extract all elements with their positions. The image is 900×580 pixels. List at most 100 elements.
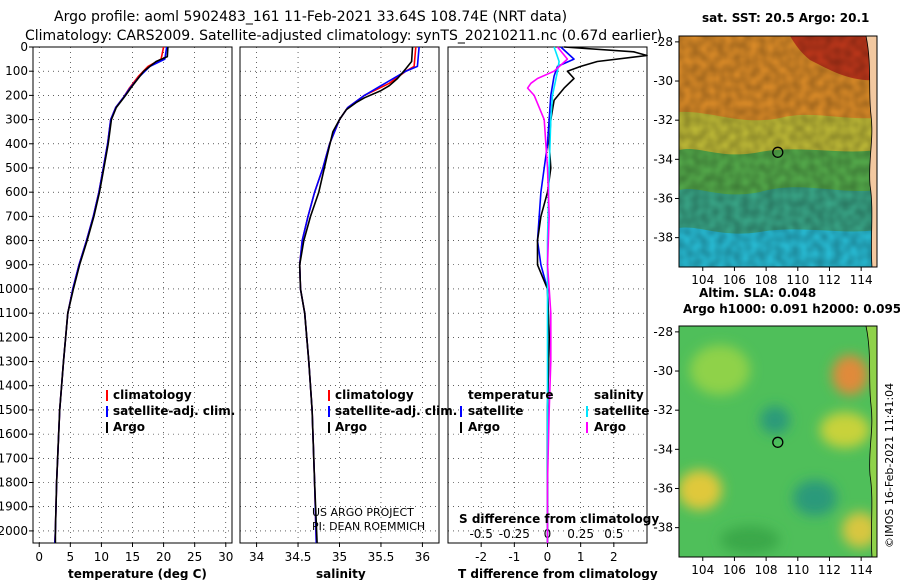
sla-blob [832,355,868,395]
s-difference-axis-label: S difference from climatology [459,512,659,526]
sst-map [679,36,877,267]
salinity-legend: climatology satellite-adj. clim. Argo [328,388,457,434]
x-tick-label: 25 [187,550,202,564]
y-tick-label: 1300 [0,355,28,369]
x-tick-label: 34 [249,550,264,564]
temperature-legend: climatology satellite-adj. clim. Argo [106,388,235,434]
y-tick-label: 400 [5,137,28,151]
difference-grid [448,46,647,543]
header-title-line2: Climatology: CARS2009. Satellite-adjuste… [25,28,662,44]
x-tick-label: 35.5 [368,550,395,564]
temperature-xlabel: temperature (deg C) [68,567,207,580]
project-credit-line2: PI: DEAN ROEMMICH [312,520,425,533]
y-tick-label: 1900 [0,500,28,514]
project-credit-line1: US ARGO PROJECT [312,506,414,519]
sst-texture [679,36,877,267]
y-tick-label: 1800 [0,476,28,490]
sla-map [679,326,877,557]
sla-blob [820,412,870,448]
difference-series [526,46,648,543]
lat-tick-label: -38 [653,231,673,245]
legend-label-satellite: satellite-adj. clim. [335,404,457,418]
lon-tick-label: 112 [818,273,841,287]
x-tick-label: 15 [125,550,140,564]
sst-land [865,36,877,267]
lat-tick-label: -32 [653,403,673,417]
y-tick-label: 1700 [0,451,28,465]
y-tick-label: 0 [20,40,28,54]
temperature-grid [33,46,232,543]
x-tick-label: 36 [415,550,430,564]
lon-tick-label: 110 [786,273,809,287]
lat-tick-label: -28 [653,325,673,339]
x-tick-label: -2 [475,550,487,564]
temperature-series [54,46,169,544]
x-tick-label: 0 [544,550,552,564]
sla-map-title: Argo h1000: 0.091 h2000: 0.095 [683,302,900,316]
argo-location-marker [772,436,784,448]
sla-map-frame [678,325,878,558]
x-tick-label: 34.5 [285,550,312,564]
x-tick-label: 1 [577,550,585,564]
legend-label-argo: Argo [113,420,145,434]
y-tick-label: 100 [5,64,28,78]
lat-tick-label: -32 [653,113,673,127]
legend-label-climatology: climatology [335,388,414,402]
legend-heading-temperature: temperature [468,388,553,402]
x-tick-label: 2 [610,550,618,564]
x-tick-label: 0 [35,550,43,564]
y-tick-label: 1000 [0,282,28,296]
sla-lat-tick-labels: -28 -30 -32 -34 -36 -38 [653,325,679,535]
legend-label-satellite: satellite-adj. clim. [113,404,235,418]
sst-map-title: sat. SST: 20.5 Argo: 20.1 [702,11,869,25]
s-tick-label: 0.5 [604,527,623,541]
y-tick-label: 300 [5,113,28,127]
series-line [298,46,420,544]
sla-blob [760,406,790,434]
series-line [298,46,417,544]
lat-tick-label: -34 [653,152,673,166]
salinity-series [298,46,420,544]
x-tick-label: 30 [218,550,233,564]
sst-lat-tick-labels: -28 -30 -32 -34 -36 -38 [653,35,679,245]
lat-tick-label: -34 [653,442,673,456]
y-tick-label: 1100 [0,306,28,320]
s-difference-tick-labels: -0.5 -0.25 0 0.25 0.5 [469,527,623,541]
legend-label-t-satellite: satellite [468,404,523,418]
lon-tick-label: 108 [755,563,778,577]
y-tick-label: 600 [5,185,28,199]
legend-label-s-satellite: satellite [594,404,649,418]
y-tick-label: 700 [5,209,28,223]
series-line [298,46,414,544]
legend-label-t-argo: Argo [468,420,500,434]
s-tick-label: -0.25 [499,527,530,541]
sla-blob [842,512,877,548]
y-tick-label: 2000 [0,524,28,538]
y-tick-label: 1400 [0,379,28,393]
y-tick-label: 800 [5,234,28,248]
argo-location-marker [772,146,784,158]
t-difference-tick-labels: -2 -1 0 1 2 [475,543,618,564]
pressure-tick-labels: 0 100 200 300 400 500 600 700 800 900 1000 1100 1200… [0,40,33,538]
lat-tick-label: -30 [653,74,673,88]
y-tick-label: 500 [5,161,28,175]
s-tick-label: 0.25 [567,527,594,541]
difference-xlabel: T difference from climatology [458,567,658,580]
sla-map-subtitle: Altim. SLA: 0.048 [699,286,816,300]
lat-tick-label: -38 [653,521,673,535]
y-tick-label: 1600 [0,427,28,441]
lon-tick-label: 114 [850,273,873,287]
temperature-tick-labels: 0 5 10 15 20 25 30 [35,543,233,564]
x-tick-label: 5 [66,550,74,564]
lon-tick-label: 104 [691,273,714,287]
lon-tick-label: 110 [786,563,809,577]
x-tick-label: 20 [156,550,171,564]
y-tick-label: 1500 [0,403,28,417]
y-tick-label: 1200 [0,330,28,344]
lat-tick-label: -36 [653,481,673,495]
header-title-line1: Argo profile: aoml 5902483_161 11-Feb-20… [54,9,567,25]
s-tick-label: -0.5 [469,527,492,541]
x-tick-label: -1 [508,550,520,564]
lon-tick-label: 106 [723,563,746,577]
